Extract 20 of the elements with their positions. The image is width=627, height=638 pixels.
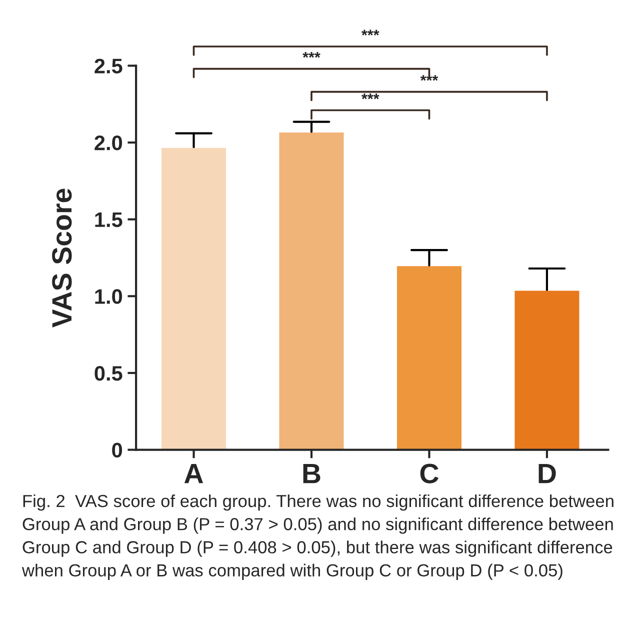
y-tick-label: 0.5: [94, 366, 122, 381]
caption: Fig. 2 VAS score of each group. There was no significant difference between Group A and Group B (P = 0.37 > 0.05) and no significant difference between Group C and Group D (P = 0.408 > 0.05), but there was significant difference when Group A or B was compared with Group C or Group D (P < 0.05): [22, 494, 614, 580]
annotation: ***: [361, 94, 380, 100]
bar: [513, 289, 581, 450]
text: ***: [302, 52, 320, 58]
y-axis-title: VAS Score: [52, 188, 72, 328]
bar: [396, 264, 463, 450]
x-tick-label: B: [303, 464, 320, 484]
text: ***: [361, 30, 380, 36]
y-tick-label: 2.0: [94, 136, 122, 150]
annotation: ***: [420, 75, 438, 81]
y-tick-label: 1.5: [95, 212, 122, 228]
x-tick-label: C: [420, 464, 438, 484]
y-tick-label: 1.0: [95, 289, 122, 304]
x-tick-label: D: [538, 464, 556, 484]
bar: [160, 146, 228, 450]
bar: [278, 131, 346, 450]
y-tick-label: 0: [112, 442, 122, 458]
x-tick-label: A: [184, 464, 204, 484]
y-tick-label: 2.5: [94, 58, 122, 74]
